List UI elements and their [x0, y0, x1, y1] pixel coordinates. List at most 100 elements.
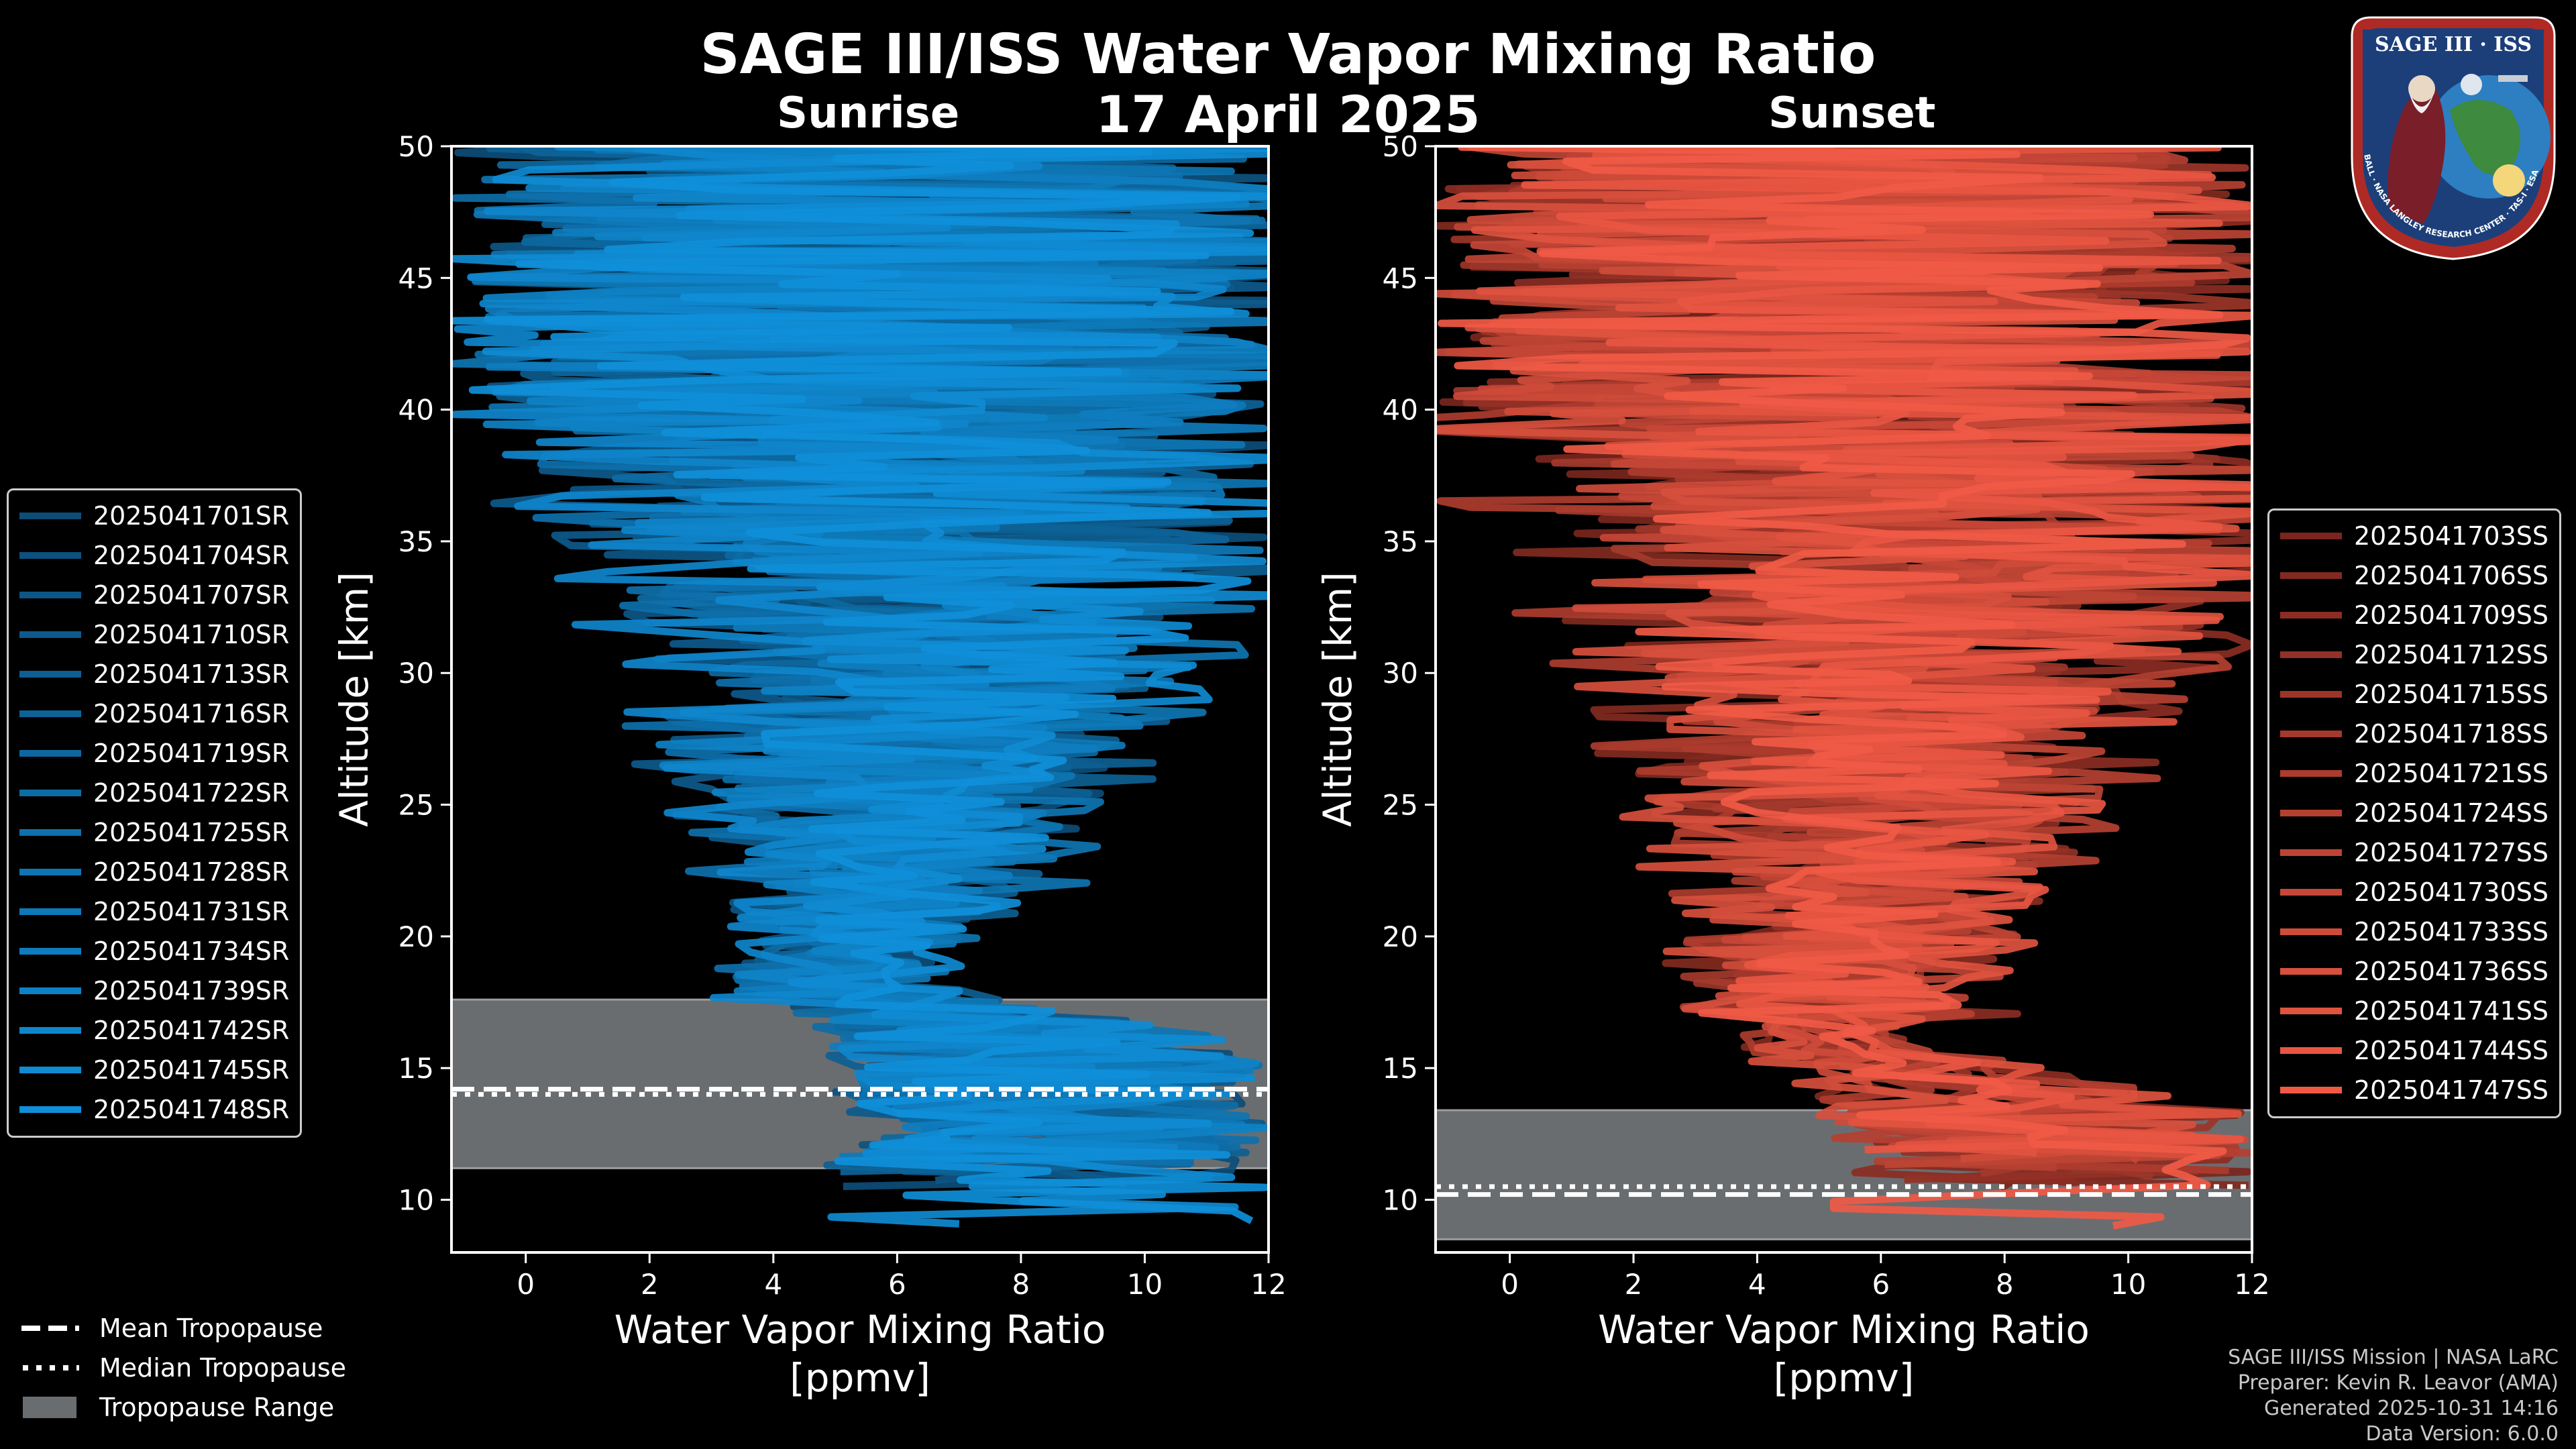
sunset-ytick-label-10: 10: [1383, 1183, 1418, 1216]
sunset-xtick-label-6: 6: [1872, 1268, 1890, 1301]
legend-label: 2025041709SS: [2354, 600, 2549, 630]
legend-swatch: [19, 987, 81, 994]
legend-entry-2025041721SS: 2025041721SS: [2269, 753, 2548, 793]
legend-swatch: [19, 828, 81, 836]
legend-swatch: [2280, 611, 2342, 619]
profile-2025041739SR: [482, 146, 1269, 1155]
legend-label: 2025041716SR: [93, 698, 290, 729]
sunrise-ylabel: Altitude [km]: [331, 572, 377, 826]
tropo-legend-mean-label: Mean Tropopause: [99, 1313, 323, 1343]
legend-label: 2025041742SR: [93, 1015, 290, 1045]
legend-entry-2025041739SR: 2025041739SR: [9, 971, 289, 1010]
legend-label: 2025041701SR: [93, 500, 290, 531]
legend-label: 2025041722SR: [93, 777, 290, 808]
legend-label: 2025041727SS: [2354, 837, 2549, 867]
sunset-xtick-label-10: 10: [2110, 1268, 2146, 1301]
tropo-legend-range: Tropopause Range: [20, 1387, 346, 1427]
legend-label: 2025041713SR: [93, 659, 290, 689]
sunrise-ytick-label-20: 20: [398, 920, 434, 953]
range-swatch-icon: [23, 1396, 76, 1418]
legend-entry-2025041719SR: 2025041719SR: [9, 733, 289, 773]
sunset-ytick-label-45: 45: [1383, 262, 1418, 294]
legend-label: 2025041733SS: [2354, 916, 2549, 947]
tropo-legend-median: Median Tropopause: [20, 1348, 346, 1387]
legend-swatch: [19, 947, 81, 955]
legend-entry-2025041745SR: 2025041745SR: [9, 1050, 289, 1089]
legend-label: 2025041710SR: [93, 619, 290, 649]
sunset-plot-area: [1436, 146, 2252, 1252]
profile-2025041724SS: [1490, 146, 2252, 1171]
profile-2025041709SS: [1444, 146, 2252, 1187]
profile-2025041742SR: [451, 146, 1269, 1152]
sage-iii-iss-mission-badge: SAGE III · ISS BALL · NASA LANGLEY RESEA…: [2351, 16, 2556, 260]
legend-swatch: [2280, 730, 2342, 737]
legend-label: 2025041725SR: [93, 817, 290, 847]
footer-mission: SAGE III/ISS Mission | NASA LaRC: [2228, 1346, 2559, 1369]
legend-swatch: [19, 551, 81, 559]
legend-swatch: [19, 1106, 81, 1113]
legend-swatch: [19, 908, 81, 915]
footer-version: Data Version: 6.0.0: [2365, 1422, 2559, 1446]
profile-2025041718SS: [1451, 146, 2252, 1177]
profile-2025041741SS: [1470, 146, 2252, 1157]
sunset-xtick-label-2: 2: [1625, 1268, 1643, 1301]
sunrise-ytick-label-45: 45: [398, 262, 434, 294]
sunrise-xtick-label-0: 0: [517, 1268, 535, 1301]
badge-title: SAGE III · ISS: [2375, 33, 2532, 56]
sunrise-ytick-label-35: 35: [398, 525, 434, 558]
profile-2025041733SS: [1436, 146, 2252, 1163]
sunrise-panel-title: Sunrise: [777, 89, 960, 138]
sunset-ytick-label-30: 30: [1383, 657, 1418, 690]
legend-entry-2025041703SS: 2025041703SS: [2269, 516, 2548, 555]
legend-entry-2025041724SS: 2025041724SS: [2269, 793, 2548, 833]
median-line-icon: [23, 1364, 79, 1371]
legend-label: 2025041741SS: [2354, 996, 2549, 1026]
profile-2025041715SS: [1450, 146, 2252, 1181]
legend-entry-2025041731SR: 2025041731SR: [9, 892, 289, 931]
profile-2025041701SR: [454, 146, 1269, 1191]
legend-swatch: [19, 868, 81, 875]
sunset-xlabel: Water Vapor Mixing Ratio [ppmv]: [1598, 1307, 2090, 1401]
profile-2025041713SR: [486, 146, 1269, 1179]
profile-2025041730SS: [1436, 146, 2252, 1164]
legend-label: 2025041724SS: [2354, 798, 2549, 828]
legend-entry-2025041712SS: 2025041712SS: [2269, 635, 2548, 674]
sunrise-xlabel-line-0: Water Vapor Mixing Ratio: [614, 1307, 1106, 1352]
legend-entry-2025041742SR: 2025041742SR: [9, 1010, 289, 1050]
sunrise-xtick-label-6: 6: [888, 1268, 906, 1301]
sunset-xtick-label-8: 8: [1996, 1268, 2014, 1301]
legend-entry-2025041748SR: 2025041748SR: [9, 1089, 289, 1129]
legend-entry-2025041701SR: 2025041701SR: [9, 496, 289, 535]
profile-2025041736SS: [1436, 146, 2213, 1160]
sunrise-ytick-label-25: 25: [398, 789, 434, 822]
sunset-xlabel-line-0: Water Vapor Mixing Ratio: [1598, 1307, 2090, 1352]
tropo-legend-median-label: Median Tropopause: [99, 1352, 346, 1383]
legend-label: 2025041721SS: [2354, 758, 2549, 788]
sunset-legend: 2025041703SS 2025041706SS 2025041709SS 2025…: [2267, 508, 2562, 1118]
legend-swatch: [19, 512, 81, 519]
legend-label: 2025041747SS: [2354, 1075, 2549, 1105]
legend-swatch: [19, 710, 81, 717]
sunset-ytick-label-40: 40: [1383, 394, 1418, 427]
profile-2025041712SS: [1462, 146, 2252, 1183]
legend-entry-2025041736SS: 2025041736SS: [2269, 951, 2548, 991]
legend-entry-2025041706SS: 2025041706SS: [2269, 555, 2548, 595]
legend-entry-2025041733SS: 2025041733SS: [2269, 912, 2548, 951]
legend-swatch: [19, 749, 81, 757]
sunset-panel-title: Sunset: [1768, 89, 1936, 138]
footer-preparer: Preparer: Kevin R. Leavor (AMA): [2237, 1371, 2559, 1395]
legend-label: 2025041718SS: [2354, 718, 2549, 749]
profile-2025041710SR: [490, 146, 1269, 1181]
legend-entry-2025041747SS: 2025041747SS: [2269, 1070, 2548, 1110]
sunrise-ytick-label-40: 40: [398, 394, 434, 427]
profile-2025041731SR: [467, 146, 1269, 1161]
legend-swatch: [2280, 809, 2342, 816]
sunset-ylabel: Altitude [km]: [1315, 572, 1360, 826]
legend-entry-2025041710SR: 2025041710SR: [9, 614, 289, 654]
legend-label: 2025041745SR: [93, 1055, 290, 1085]
legend-swatch: [2280, 1086, 2342, 1093]
figure-date: 17 April 2025: [1095, 85, 1481, 144]
profile-2025041716SR: [508, 146, 1269, 1175]
